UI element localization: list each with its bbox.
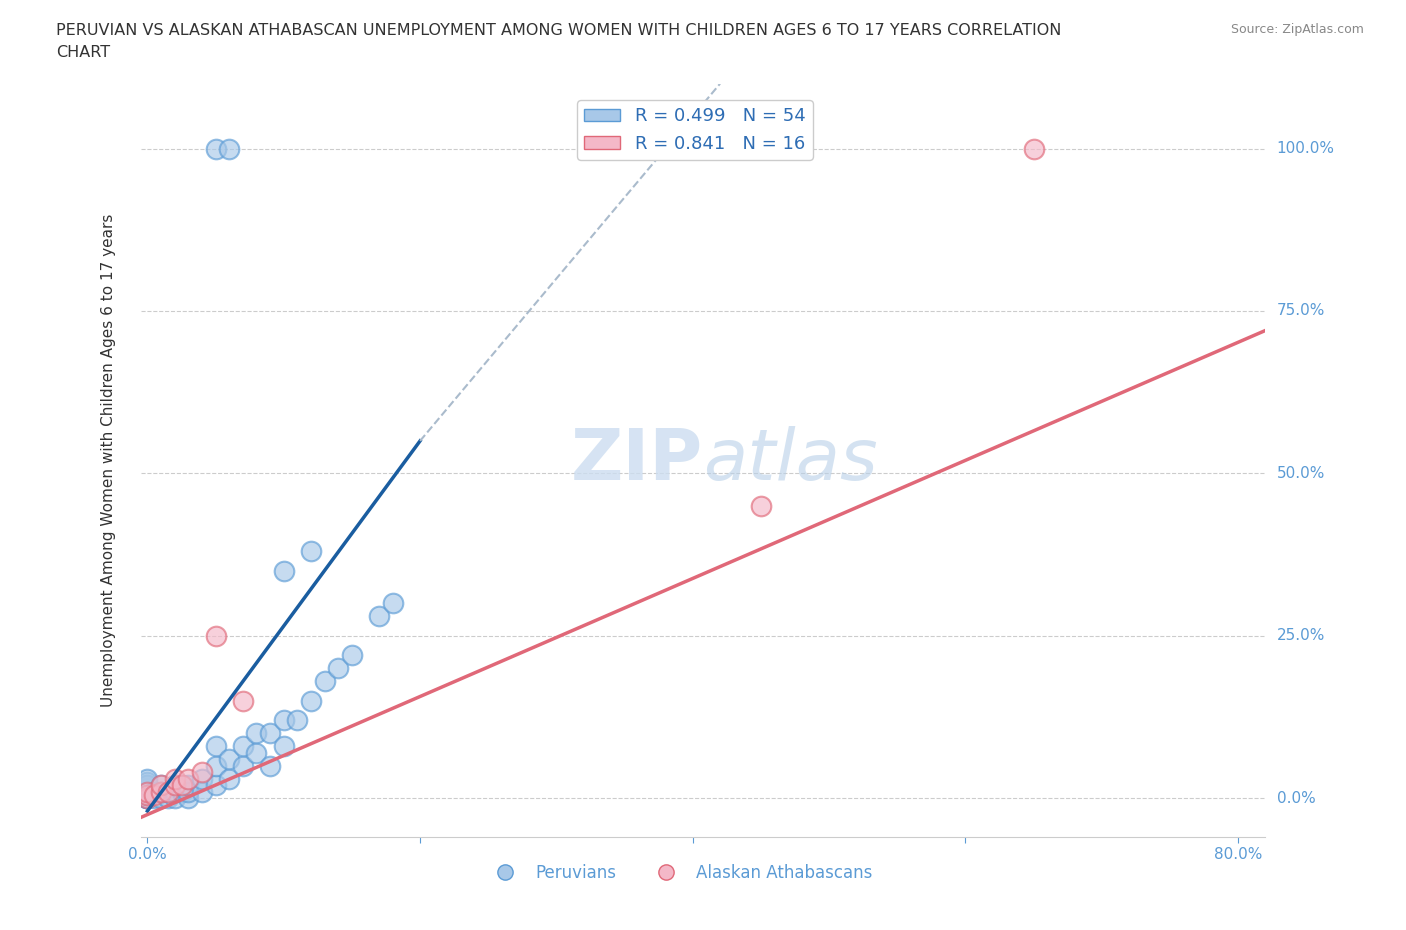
Point <box>156 784 179 799</box>
Text: PERUVIAN VS ALASKAN ATHABASCAN UNEMPLOYMENT AMONG WOMEN WITH CHILDREN AGES 6 TO : PERUVIAN VS ALASKAN ATHABASCAN UNEMPLOYM… <box>56 23 1062 38</box>
Point <box>136 788 159 803</box>
Text: Source: ZipAtlas.com: Source: ZipAtlas.com <box>1230 23 1364 36</box>
Y-axis label: Unemployment Among Women with Children Ages 6 to 17 years: Unemployment Among Women with Children A… <box>101 214 117 707</box>
Point <box>163 771 186 786</box>
Point <box>136 781 159 796</box>
Point <box>273 564 295 578</box>
Point <box>136 788 159 803</box>
Point <box>232 738 254 753</box>
Point <box>156 784 179 799</box>
Point <box>163 777 186 792</box>
Point <box>150 777 173 792</box>
Text: 0.0%: 0.0% <box>1277 790 1316 805</box>
Point <box>136 777 159 792</box>
Text: 100.0%: 100.0% <box>1277 141 1334 156</box>
Point <box>749 498 772 513</box>
Point <box>143 788 166 803</box>
Point <box>143 790 166 805</box>
Text: 25.0%: 25.0% <box>1277 628 1324 644</box>
Point <box>177 784 200 799</box>
Point <box>136 784 159 799</box>
Point <box>136 784 159 799</box>
Point <box>191 764 214 779</box>
Text: atlas: atlas <box>703 426 877 495</box>
Point <box>204 629 226 644</box>
Point <box>218 771 240 786</box>
Point <box>150 777 173 792</box>
Point <box>232 693 254 708</box>
Point <box>204 738 226 753</box>
Point <box>150 790 173 805</box>
Point <box>204 758 226 773</box>
Point <box>136 788 159 803</box>
Point <box>177 771 200 786</box>
Point <box>163 790 186 805</box>
Point <box>136 775 159 790</box>
Point <box>136 777 159 792</box>
Point <box>136 790 159 805</box>
Text: 50.0%: 50.0% <box>1277 466 1324 481</box>
Point <box>259 725 281 740</box>
Point <box>170 777 193 792</box>
Point <box>136 790 159 805</box>
Point <box>273 712 295 727</box>
Point <box>299 544 322 559</box>
Point <box>143 784 166 799</box>
Point <box>204 777 226 792</box>
Point <box>136 790 159 805</box>
Point <box>314 673 336 688</box>
Point <box>170 777 193 792</box>
Point <box>340 647 363 662</box>
Point <box>273 738 295 753</box>
Point <box>287 712 309 727</box>
Point <box>136 771 159 786</box>
Point <box>177 777 200 792</box>
Point <box>245 725 267 740</box>
Point <box>156 790 179 805</box>
Point <box>150 784 173 799</box>
Point <box>136 790 159 805</box>
Point <box>232 758 254 773</box>
Point <box>381 596 404 611</box>
Point <box>245 745 267 760</box>
Point <box>259 758 281 773</box>
Point <box>328 660 350 675</box>
Text: 75.0%: 75.0% <box>1277 303 1324 318</box>
Point <box>191 771 214 786</box>
Point <box>150 784 173 799</box>
Point <box>368 609 391 624</box>
Point <box>170 784 193 799</box>
Text: ZIP: ZIP <box>571 426 703 495</box>
Point <box>218 751 240 766</box>
Point <box>299 693 322 708</box>
Point <box>136 790 159 805</box>
Point <box>163 784 186 799</box>
Point <box>163 777 186 792</box>
Point <box>191 784 214 799</box>
Point <box>204 141 226 156</box>
Point <box>136 784 159 799</box>
Point <box>177 790 200 805</box>
Text: CHART: CHART <box>56 45 110 60</box>
Point <box>1022 141 1045 156</box>
Point <box>218 141 240 156</box>
Legend: Peruvians, Alaskan Athabascans: Peruvians, Alaskan Athabascans <box>482 857 879 889</box>
